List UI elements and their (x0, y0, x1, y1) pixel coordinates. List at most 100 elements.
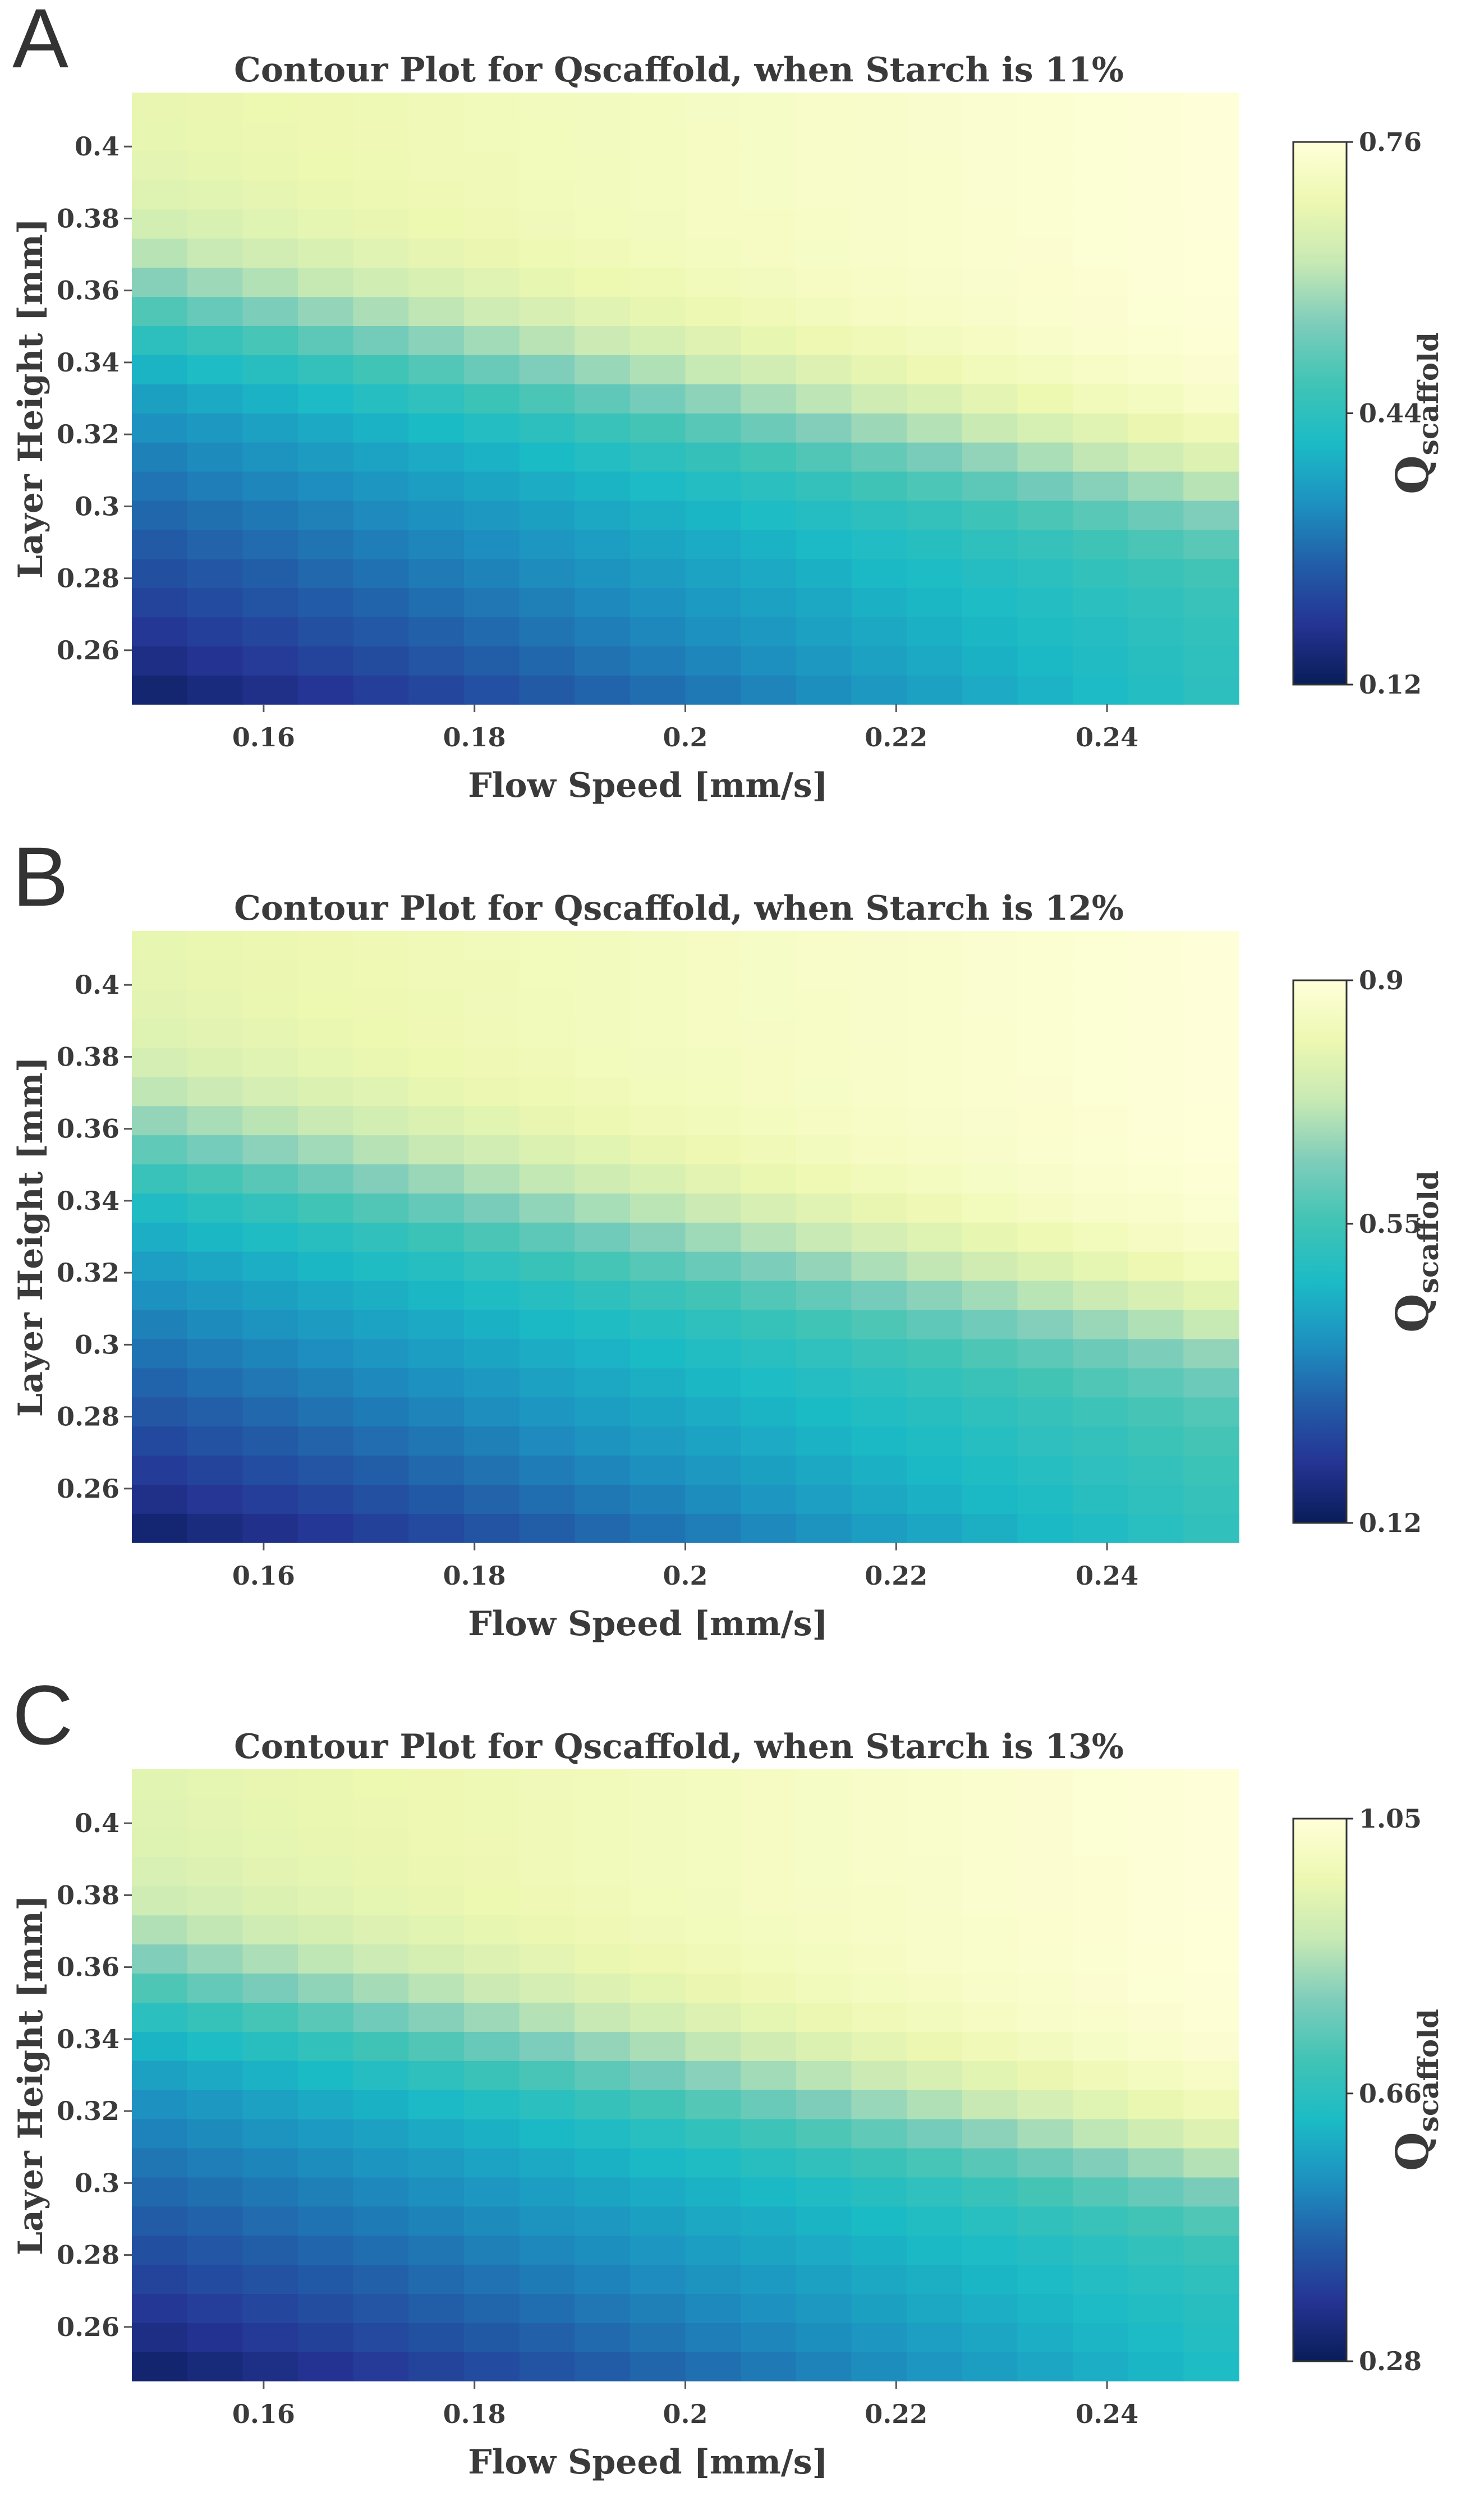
heatmap-cell (132, 2147, 188, 2178)
heatmap-cell (575, 1885, 631, 1916)
heatmap-cell (187, 2293, 243, 2323)
heatmap-cell (796, 2352, 852, 2381)
heatmap-cell (463, 296, 520, 327)
heatmap-cell (796, 2002, 852, 2032)
heatmap-cell (353, 2235, 410, 2265)
heatmap-cell (519, 2060, 575, 2090)
heatmap-cell (519, 442, 575, 472)
heatmap-cell (463, 1251, 520, 1281)
heatmap-cell (1017, 1397, 1073, 1427)
chart-panel-b: B Contour Plot for Qscaffold, when Starch… (0, 838, 1484, 1677)
heatmap-cell (796, 296, 852, 327)
heatmap-cell (297, 1309, 354, 1339)
heatmap-cell (242, 1426, 298, 1456)
heatmap-cell (796, 209, 852, 239)
heatmap-cell (187, 1047, 243, 1077)
heatmap-cell (187, 1827, 243, 1857)
heatmap-cell (962, 2293, 1018, 2323)
colorbar-tick-label: 0.44 (1359, 398, 1422, 429)
colorbar-label: Qscaffold (1386, 1171, 1445, 1333)
heatmap-cell (1128, 355, 1184, 384)
heatmap-cell (1128, 1222, 1184, 1252)
heatmap-cell (519, 1309, 575, 1339)
heatmap-cell (353, 1309, 410, 1339)
colorbar-tick-label: 0.66 (1359, 2078, 1422, 2109)
heatmap-cell (242, 1798, 298, 1828)
heatmap-cell (297, 2352, 354, 2381)
heatmap-cell (353, 2002, 410, 2032)
heatmap-cell (132, 2293, 188, 2323)
heatmap-cell (907, 2293, 963, 2323)
heatmap-cell (132, 442, 188, 472)
heatmap-cell (132, 1193, 188, 1223)
heatmap-cell (1073, 180, 1129, 210)
heatmap-cell (851, 2264, 907, 2294)
heatmap-cell (907, 558, 963, 589)
heatmap-cell (408, 2031, 465, 2061)
heatmap-cell (1073, 296, 1129, 327)
heatmap-cell (1128, 1076, 1184, 1107)
heatmap-cell (1183, 1426, 1239, 1456)
heatmap-cell (297, 931, 354, 961)
heatmap-cell (519, 588, 575, 618)
heatmap-cell (1073, 2002, 1129, 2032)
heatmap-cell (907, 617, 963, 646)
heatmap-cell (1128, 1798, 1184, 1828)
heatmap-cell (353, 93, 410, 122)
heatmap-cell (1017, 1769, 1073, 1799)
heatmap-cell (1073, 1309, 1129, 1339)
heatmap-cell (463, 588, 520, 618)
x-tick-label: 0.24 (1076, 722, 1138, 752)
heatmap-cell (353, 1280, 410, 1310)
heatmap-cell (741, 1135, 797, 1165)
heatmap-cell (187, 2002, 243, 2032)
heatmap-cell (851, 296, 907, 327)
heatmap-cell (242, 2177, 298, 2207)
heatmap-cell (1183, 1105, 1239, 1136)
heatmap-cell (408, 296, 465, 327)
heatmap-cell (463, 1047, 520, 1077)
heatmap-cell (851, 1915, 907, 1945)
heatmap-cell (408, 2352, 465, 2381)
heatmap-cell (575, 1827, 631, 1857)
heatmap-cell (297, 500, 354, 530)
chart-title: Contour Plot for Qscaffold, when Starch … (234, 889, 1124, 928)
heatmap-cell (630, 2235, 686, 2265)
heatmap-cell (685, 471, 741, 501)
heatmap-cell (962, 2235, 1018, 2265)
heatmap-cell (242, 442, 298, 472)
heatmap-cell (1183, 1944, 1239, 1974)
heatmap-cell (796, 675, 852, 705)
heatmap-cell (796, 93, 852, 122)
heatmap-cell (1073, 1076, 1129, 1107)
heatmap-cell (463, 355, 520, 384)
heatmap-cell (741, 1193, 797, 1223)
heatmap-cell (630, 1827, 686, 1857)
heatmap-cell (353, 1164, 410, 1194)
heatmap-cell (1073, 1484, 1129, 1514)
heatmap-cell (851, 1484, 907, 1514)
heatmap-cell (962, 675, 1018, 705)
heatmap-cell (575, 1164, 631, 1194)
heatmap-cell (1128, 2206, 1184, 2236)
heatmap-cell (353, 121, 410, 152)
heatmap-cell (796, 2147, 852, 2178)
heatmap-cell (685, 2118, 741, 2149)
heatmap-cell (463, 1164, 520, 1194)
heatmap-cell (242, 646, 298, 676)
heatmap-cell (297, 529, 354, 559)
heatmap-cell (796, 1076, 852, 1107)
heatmap-cell (1073, 384, 1129, 414)
heatmap-cell (962, 1513, 1018, 1543)
heatmap-cell (353, 2089, 410, 2119)
heatmap-cell (297, 1397, 354, 1427)
heatmap-cell (1017, 1309, 1073, 1339)
heatmap-cell (353, 2206, 410, 2236)
heatmap-cell (187, 2031, 243, 2061)
heatmap-cell (851, 1018, 907, 1048)
heatmap-cell (1128, 1251, 1184, 1281)
heatmap-cell (297, 2031, 354, 2061)
heatmap-cell (685, 617, 741, 646)
heatmap-cell (1017, 1164, 1073, 1194)
heatmap-cell (297, 675, 354, 705)
